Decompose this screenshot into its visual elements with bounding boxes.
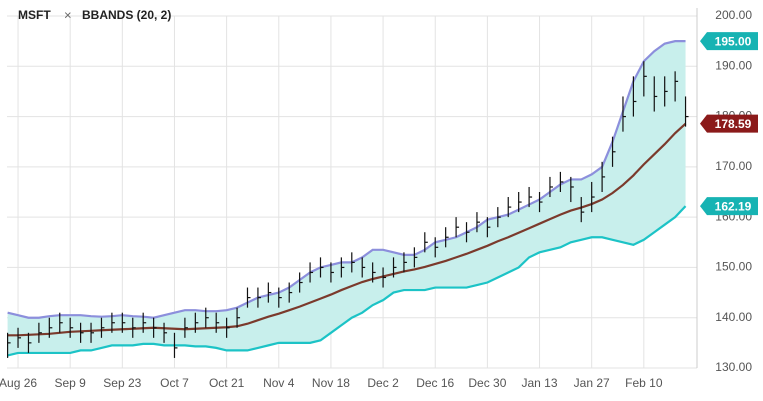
y-tick-label: 140.00 bbox=[715, 310, 752, 324]
price-tag bbox=[700, 32, 758, 51]
x-tick-label: Jan 13 bbox=[522, 376, 558, 390]
y-tick-label: 170.00 bbox=[715, 159, 752, 173]
price-tag-label: 195.00 bbox=[715, 34, 752, 48]
y-tick-label: 150.00 bbox=[715, 260, 752, 274]
close-icon[interactable]: × bbox=[64, 7, 72, 22]
x-tick-label: Oct 21 bbox=[209, 376, 245, 390]
price-tag-label: 162.19 bbox=[715, 199, 752, 213]
x-tick-label: Nov 18 bbox=[312, 376, 350, 390]
band-middle bbox=[7, 122, 687, 337]
band-lower bbox=[7, 205, 687, 357]
x-tick-label: Sep 23 bbox=[103, 376, 141, 390]
x-tick-label: Oct 7 bbox=[160, 376, 189, 390]
y-tick-label: 200.00 bbox=[715, 8, 752, 22]
background bbox=[7, 8, 698, 369]
price-tag-label: 178.59 bbox=[715, 117, 752, 131]
x-tick-label: Aug 26 bbox=[0, 376, 37, 390]
x-tick-label: Dec 30 bbox=[468, 376, 506, 390]
price-tag bbox=[700, 197, 758, 216]
price-tag bbox=[700, 114, 758, 133]
x-tick-label: Feb 10 bbox=[625, 376, 663, 390]
indicator: BBANDS (20, 2) bbox=[82, 8, 171, 22]
y-tick-label: 190.00 bbox=[715, 58, 752, 72]
symbol: MSFT bbox=[18, 8, 51, 22]
x-tick-label: Dec 16 bbox=[416, 376, 454, 390]
x-tick-label: Dec 2 bbox=[367, 376, 399, 390]
y-tick-label: 130.00 bbox=[715, 360, 752, 374]
x-tick-label: Nov 4 bbox=[263, 376, 295, 390]
band-upper bbox=[7, 40, 686, 319]
band-fill bbox=[7, 41, 686, 356]
x-tick-label: Jan 27 bbox=[574, 376, 610, 390]
x-tick-label: Sep 9 bbox=[55, 376, 87, 390]
